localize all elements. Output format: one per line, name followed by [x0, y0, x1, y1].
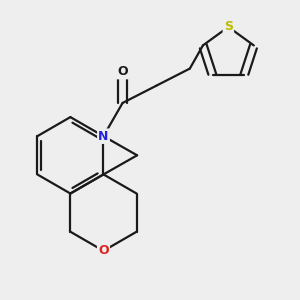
Text: O: O — [98, 244, 109, 257]
Text: O: O — [117, 65, 128, 78]
Text: S: S — [224, 20, 233, 33]
Text: N: N — [98, 130, 109, 143]
